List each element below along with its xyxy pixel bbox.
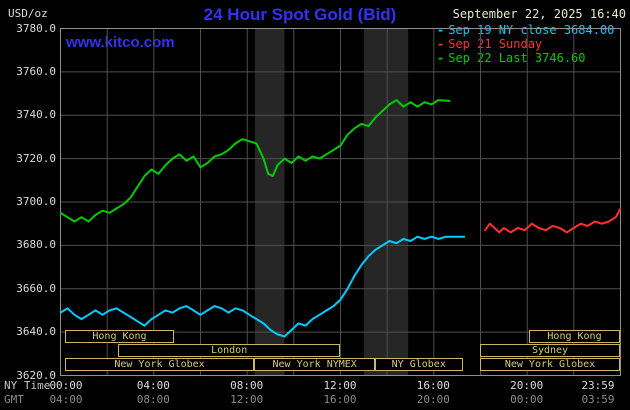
chart-datetime: September 22, 2025 16:40 <box>452 7 626 21</box>
x-axis-ny-tick-label: 08:00 <box>230 379 264 392</box>
market-session-box: New York Globex <box>480 358 620 371</box>
y-axis-tick-label: 3760.0 <box>16 64 56 78</box>
legend-label: Sep 22 Last 3746.60 <box>448 51 586 65</box>
x-axis-gmt-tick-label: 20:00 <box>416 393 450 406</box>
legend-dash-marker: - <box>437 37 445 51</box>
x-axis-ny-tick-label: 04:00 <box>136 379 170 392</box>
plot-area <box>60 28 621 376</box>
x-axis-gmt-tick-label: 08:00 <box>136 393 170 406</box>
y-axis-tick-label: 3740.0 <box>16 108 56 122</box>
market-session-box: New York Globex <box>64 358 255 371</box>
x-axis-gmt-tick-label: 04:00 <box>49 393 83 406</box>
x-axis-ny-tick-label: 20:00 <box>510 379 544 392</box>
x-axis-gmt-tick-label: 12:00 <box>230 393 264 406</box>
legend-item: - Sep 19 NY close 3684.00 <box>437 23 614 37</box>
x-axis-ny-tick-label: 16:00 <box>416 379 450 392</box>
price-line <box>60 235 466 338</box>
market-session-box: London <box>118 344 340 357</box>
x-axis-gmt-tick-label: 03:59 <box>581 393 615 406</box>
x-axis-gmt-tick-label: 00:00 <box>510 393 544 406</box>
chart-title: 24 Hour Spot Gold (Bid) <box>203 5 397 24</box>
chart-legend: - Sep 19 NY close 3684.00- Sep 21 Sunday - S… <box>437 23 614 65</box>
plot-border <box>60 28 621 376</box>
y-axis-tick-label: 3620.0 <box>16 368 56 382</box>
y-axis-tick-label: 3680.0 <box>16 238 56 252</box>
legend-label: Sep 19 NY close 3684.00 <box>448 23 615 37</box>
legend-dash-marker: - <box>437 23 445 37</box>
market-session-box: Sydney <box>480 344 620 357</box>
legend-item: - Sep 21 Sunday <box>437 37 614 51</box>
market-session-box: Hong Kong <box>529 330 620 343</box>
price-line <box>60 99 451 223</box>
y-axis-tick-label: 3780.0 <box>16 21 56 35</box>
y-axis-unit-label: USD/oz <box>8 7 48 20</box>
y-axis-tick-label: 3700.0 <box>16 195 56 208</box>
y-axis-tick-label: 3640.0 <box>16 325 56 339</box>
x-axis-ny-tick-label: 12:00 <box>323 379 357 392</box>
legend-dash-marker: - <box>437 51 445 65</box>
y-axis-tick-label: 3660.0 <box>16 281 56 295</box>
legend-label: Sep 21 Sunday <box>448 37 543 51</box>
y-axis-tick-label: 3720.0 <box>16 151 56 165</box>
price-line <box>484 207 621 234</box>
legend-item: - Sep 22 Last 3746.60 <box>437 51 614 65</box>
x-axis-gmt-tick-label: 16:00 <box>323 393 357 406</box>
market-session-box: NY Globex <box>375 358 463 371</box>
ny-time-axis-label: NY Time <box>4 379 51 392</box>
market-session-box: New York NYMEX <box>254 358 375 371</box>
gmt-axis-label: GMT <box>4 393 24 406</box>
market-session-box: Hong Kong <box>64 330 175 343</box>
x-axis-ny-tick-label: 00:00 <box>49 379 83 392</box>
kitco-watermark-link[interactable]: www.kitco.com <box>66 34 175 51</box>
x-axis-ny-tick-label: 23:59 <box>581 379 615 392</box>
